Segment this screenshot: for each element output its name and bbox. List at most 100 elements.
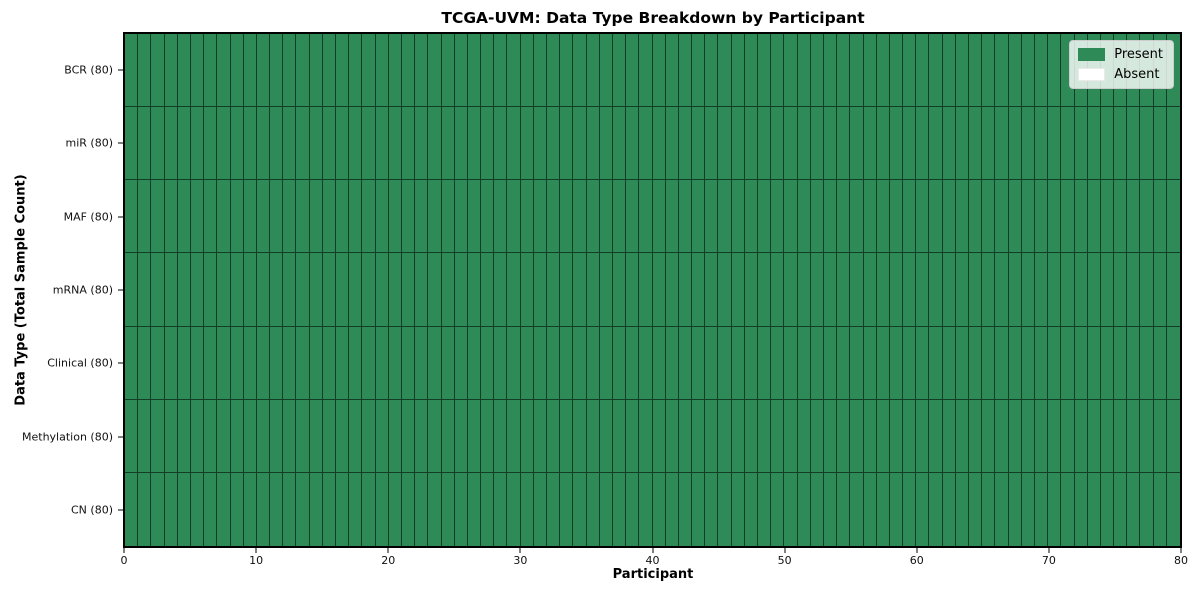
heatmap-cell [771, 399, 785, 473]
heatmap-cell [599, 34, 613, 108]
heatmap-cell [850, 399, 864, 473]
heatmap-cell [916, 326, 930, 400]
heatmap-cell [1021, 34, 1035, 108]
heatmap-cell [375, 180, 389, 254]
x-tick-label: 40 [645, 554, 660, 567]
heatmap-cell [322, 472, 336, 546]
heatmap-cell [467, 107, 482, 181]
heatmap-cell [797, 399, 811, 473]
heatmap-cell [705, 326, 719, 400]
heatmap-cell [204, 180, 218, 254]
heatmap-cell [639, 107, 653, 181]
heatmap-cell [217, 253, 231, 327]
heatmap-cell [573, 180, 587, 254]
heatmap-cell [401, 253, 416, 327]
heatmap-cell [837, 253, 851, 327]
heatmap-cell [507, 399, 521, 473]
heatmap-cell [639, 253, 653, 327]
x-axis-ticks: 0 10 20 30 40 50 60 70 80 [121, 548, 1188, 568]
x-tick-label: 60 [909, 554, 924, 567]
heatmap-cell [177, 107, 191, 181]
heatmap-cell [428, 180, 442, 254]
y-tick-mark [118, 69, 123, 71]
heatmap-cell [652, 34, 666, 108]
heatmap-cell [652, 399, 666, 473]
heatmap-cell [270, 253, 284, 327]
heatmap-cell [296, 34, 310, 108]
heatmap-cell [270, 399, 284, 473]
heatmap-cell [1074, 180, 1088, 254]
heatmap-cell [230, 180, 244, 254]
heatmap-cell [626, 253, 640, 327]
heatmap-cell [190, 253, 205, 327]
heatmap-cell [336, 399, 350, 473]
heatmap-cell [586, 399, 600, 473]
heatmap-cell [810, 472, 824, 546]
heatmap-cell [349, 34, 363, 108]
heatmap-cell [784, 180, 798, 254]
heatmap-cell [1008, 107, 1022, 181]
heatmap-cell [138, 107, 152, 181]
heatmap-cell [441, 180, 455, 254]
heatmap-cell [731, 34, 745, 108]
heatmap-cell [283, 34, 297, 108]
heatmap-cell [481, 472, 495, 546]
heatmap-cell [995, 472, 1009, 546]
heatmap-cell [454, 180, 468, 254]
heatmap-cell [863, 34, 877, 108]
heatmap-cell [177, 180, 191, 254]
heatmap-cell [599, 472, 613, 546]
heatmap-cell [177, 326, 191, 400]
heatmap-cell [1140, 472, 1154, 546]
heatmap-cell [1153, 472, 1167, 546]
heatmap-cell [942, 472, 956, 546]
x-tick-mark [916, 548, 918, 553]
heatmap-cell [1114, 253, 1128, 327]
heatmap-cell [560, 253, 574, 327]
heatmap-cell [1048, 399, 1062, 473]
heatmap-cell [467, 253, 482, 327]
heatmap-cell [771, 34, 785, 108]
heatmap-cell [942, 326, 956, 400]
heatmap-cell [955, 180, 969, 254]
heatmap-cell [573, 34, 587, 108]
heatmap-cell [349, 107, 363, 181]
heatmap-cell [692, 472, 706, 546]
heatmap-cell [322, 34, 336, 108]
heatmap-cell [810, 34, 824, 108]
heatmap-cell [1008, 399, 1022, 473]
heatmap-cell [283, 399, 297, 473]
heatmap-cell [744, 326, 758, 400]
heatmap-cell [362, 399, 376, 473]
heatmap-cell [1140, 326, 1154, 400]
heatmap-cell [322, 253, 336, 327]
heatmap-cell [1087, 326, 1101, 400]
heatmap-cell [863, 107, 877, 181]
heatmap-cell [138, 326, 152, 400]
heatmap-cell [955, 34, 969, 108]
heatmap-cell [692, 34, 706, 108]
heatmap-cell [823, 107, 838, 181]
heatmap-cell [138, 253, 152, 327]
heatmap-cell [1087, 472, 1101, 546]
heatmap-cell [428, 107, 442, 181]
heatmap-cell [296, 253, 310, 327]
heatmap-cell [336, 326, 350, 400]
heatmap-cell [969, 253, 983, 327]
heatmap-cell [560, 107, 574, 181]
heatmap-cell [533, 472, 547, 546]
y-tick-mark [118, 142, 123, 144]
heatmap-cell [164, 180, 178, 254]
heatmap-cell [230, 253, 244, 327]
heatmap-cell [388, 107, 402, 181]
heatmap-cell [322, 326, 336, 400]
heatmap-cell [929, 472, 943, 546]
heatmap-cell [507, 326, 521, 400]
heatmap-cell [837, 107, 851, 181]
heatmap-cell [243, 253, 257, 327]
heatmap-cell [125, 34, 139, 108]
heatmap-cell [718, 180, 732, 254]
heatmap-cell [164, 399, 178, 473]
legend-label-present: Present [1114, 47, 1163, 62]
heatmap-cell [586, 326, 600, 400]
